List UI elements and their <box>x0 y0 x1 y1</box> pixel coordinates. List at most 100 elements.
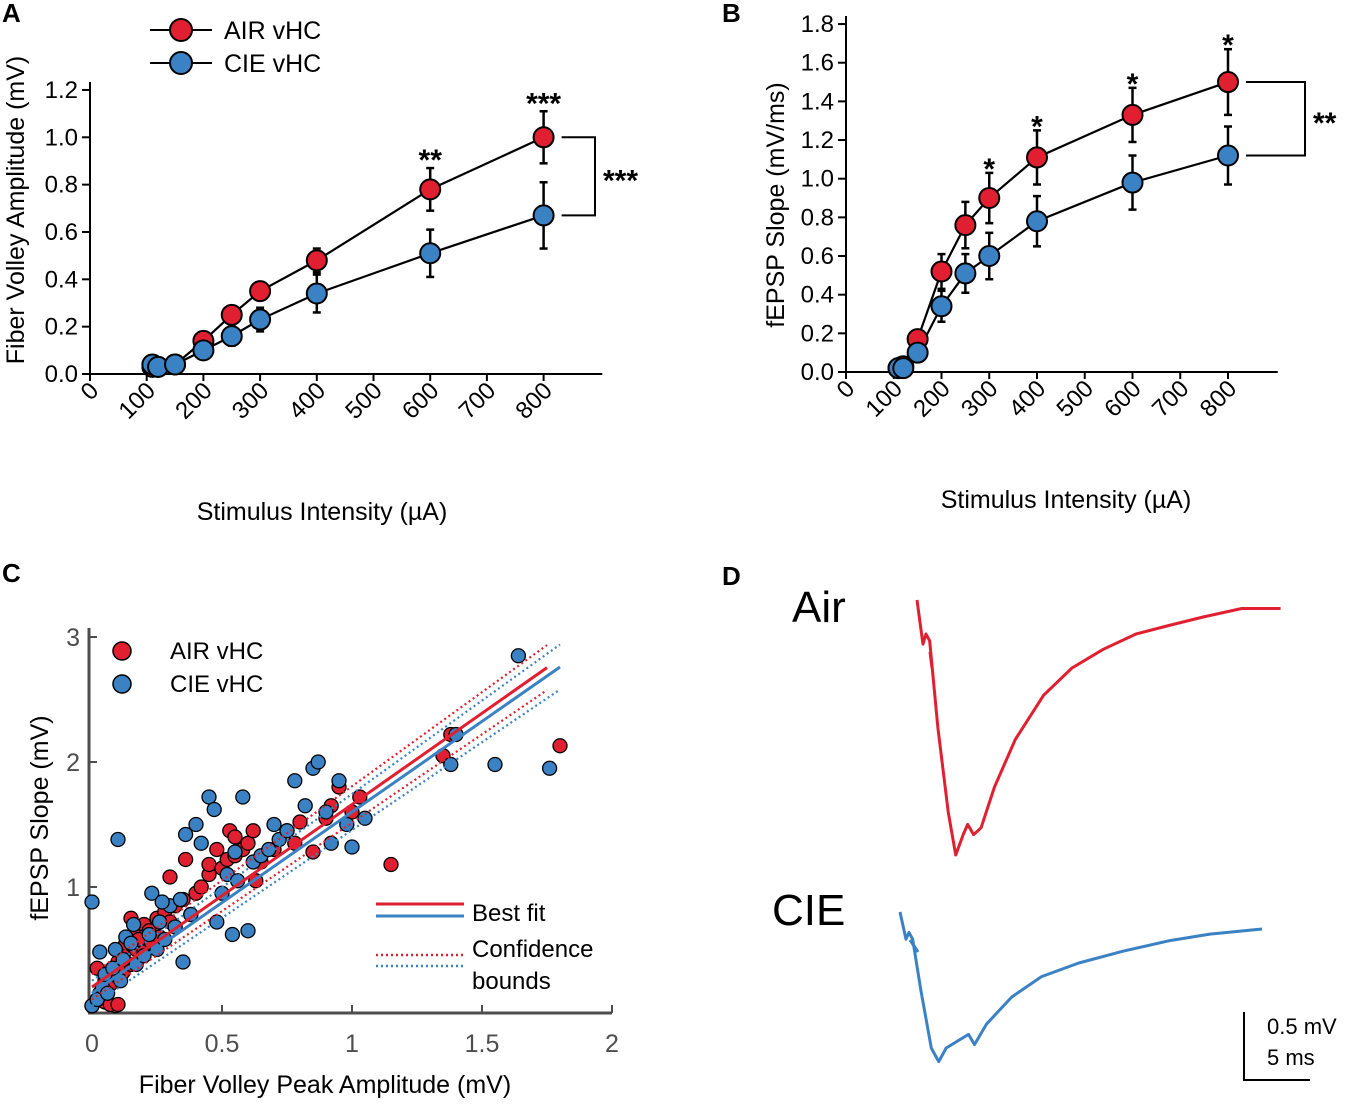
panel-a-ytick-label: 0.0 <box>45 361 78 388</box>
panel-a: A 0.0 0.2 0.4 0.6 0.8 1.0 1.2 0 100 200 300 400 500 6… <box>2 0 638 526</box>
panel-a-marks: ******** <box>141 87 638 378</box>
legend-cie-marker <box>169 51 193 75</box>
panel-a-point-air <box>220 303 243 326</box>
panel-c-xtick-label: 1 <box>345 1030 359 1058</box>
trace-cie <box>898 911 1263 1064</box>
trace-cie-artifact <box>908 939 920 953</box>
panel-c-point-cie <box>177 826 194 843</box>
panel-a-letter: A <box>2 0 21 28</box>
panel-b-point-air <box>1121 103 1144 126</box>
panel-c-point-cie <box>144 885 160 901</box>
panel-c-legend: AIR vHC CIE vHC <box>112 638 263 698</box>
scale-bar-amplitude: 0.5 mV <box>1267 1014 1337 1039</box>
panel-b-marks: ****** <box>887 29 1337 380</box>
panel-b-xtick-label: 800 <box>1195 375 1242 422</box>
panel-b-ytick-label: 1.8 <box>801 11 834 38</box>
panel-c-point-air <box>162 869 178 885</box>
panel-b-ylabel: fEPSP Slope (mV/ms) <box>762 82 790 327</box>
panel-b-xtick-label: 400 <box>1004 375 1051 422</box>
scale-bar-lines <box>1243 1012 1310 1081</box>
panel-c-point-air <box>292 814 308 830</box>
panel-c-point-cie <box>318 804 334 820</box>
panel-c-point-cie <box>443 756 459 773</box>
panel-c-point-cie <box>487 756 503 773</box>
panel-c-ytick-label: 3 <box>66 624 80 652</box>
panel-c-point-cie <box>84 894 100 910</box>
panel-b-point-cie <box>1217 144 1239 167</box>
panel-a-ytick-label: 0.2 <box>45 314 78 341</box>
scale-bar-time: 5 ms <box>1267 1045 1315 1070</box>
trace-air <box>915 599 1281 857</box>
panel-c-point-cie <box>339 816 355 833</box>
panel-c-point-cie <box>154 894 170 910</box>
panel-c-xlabel: Fiber Volley Peak Amplitude (mV) <box>139 1071 511 1099</box>
panel-b-point-air <box>1217 71 1239 94</box>
panel-c-conf-upper-air <box>91 644 548 976</box>
panel-c-point-cie <box>279 823 295 839</box>
panel-b-point-air <box>930 260 953 283</box>
panel-c-xtick-label: 2 <box>605 1030 619 1058</box>
panel-c-point-cie <box>175 954 191 970</box>
panel-a-sig-label: ** <box>419 144 443 177</box>
panel-b-ytick-label: 0.2 <box>801 320 834 347</box>
panel-c-fit-line-air <box>91 666 548 989</box>
panel-c-point-cie <box>541 760 558 776</box>
panel-c-point-air <box>245 823 261 839</box>
legend-bestfit-label: Best fit <box>472 900 546 927</box>
panel-a-ytick-label: 0.6 <box>45 219 78 246</box>
panel-c-point-cie <box>297 798 313 814</box>
panel-a-ytick-label: 0.4 <box>45 266 78 293</box>
panel-b-ytick-label: 0.0 <box>801 359 834 386</box>
panel-b-sig-label: * <box>1031 110 1043 143</box>
panel-a-point-cie <box>164 353 187 376</box>
panel-a-sig-label: *** <box>526 87 561 120</box>
panel-a-xtick-label: 600 <box>397 377 444 424</box>
panel-c-point-cie <box>287 773 303 789</box>
panel-b-line-cie <box>898 154 1229 370</box>
panel-a-xlabel: Stimulus Intensity (µA) <box>197 498 448 526</box>
legend-cie-label: CIE vHC <box>224 50 321 78</box>
panel-b-point-cie <box>892 357 915 380</box>
panel-a-ytick-label: 1.0 <box>45 124 78 151</box>
panel-c-point-air <box>227 829 243 845</box>
panel-a-point-air <box>305 249 328 272</box>
panel-a-axes: 0.0 0.2 0.4 0.6 0.8 1.0 1.2 0 100 200 300 400 500 600… <box>45 77 603 425</box>
panel-c-point-cie <box>310 754 326 770</box>
panel-b-xtick-label: 100 <box>861 375 908 422</box>
panel-c-point-cie <box>266 816 282 833</box>
panel-d: D Air CIE 0.5 mV 5 ms <box>722 561 1337 1081</box>
panel-a-point-cie <box>249 308 272 331</box>
panel-c-point-cie <box>188 816 204 833</box>
panel-a-xtick-label: 300 <box>227 377 274 424</box>
panel-c-point-cie <box>206 801 222 818</box>
scale-bar: 0.5 mV 5 ms <box>1243 1012 1337 1081</box>
panel-c-point-cie <box>323 835 339 851</box>
panel-b-line-air <box>898 81 1229 370</box>
panel-c-point-cie <box>110 831 126 848</box>
panel-b-letter: B <box>722 0 741 28</box>
panel-a-point-cie <box>220 325 243 348</box>
panel-a-point-cie <box>532 204 555 227</box>
panel-c-ylabel: fEPSP Slope (mV) <box>26 715 54 920</box>
panel-c-point-air <box>552 738 568 754</box>
panel-a-point-cie <box>305 282 328 305</box>
panel-b-ytick-label: 0.4 <box>801 282 834 309</box>
panel-b-point-cie <box>978 245 1001 268</box>
panel-c-point-air <box>193 879 209 895</box>
panel-c-xtick-label: 0.5 <box>205 1030 240 1058</box>
panel-a-point-air <box>419 178 442 201</box>
panel-b-xlabel: Stimulus Intensity (µA) <box>941 486 1192 514</box>
trace-cie-label: CIE <box>772 886 845 935</box>
panel-c-point-cie <box>141 926 157 943</box>
panel-b-xtick-label: 600 <box>1099 375 1146 422</box>
panel-c-point-cie <box>331 773 347 789</box>
panel-a-xtick-label: 700 <box>454 377 501 424</box>
panel-a-xtick-label: 500 <box>340 377 387 424</box>
trace-air-label: Air <box>792 583 846 632</box>
legend-c-cie-marker <box>112 674 132 694</box>
panel-c-point-cie <box>240 923 256 939</box>
panel-b-point-air <box>1026 146 1048 169</box>
panel-a-xtick-label: 100 <box>114 377 161 424</box>
panel-b-point-cie <box>954 262 977 285</box>
panel-b-ytick-label: 0.8 <box>801 204 834 231</box>
